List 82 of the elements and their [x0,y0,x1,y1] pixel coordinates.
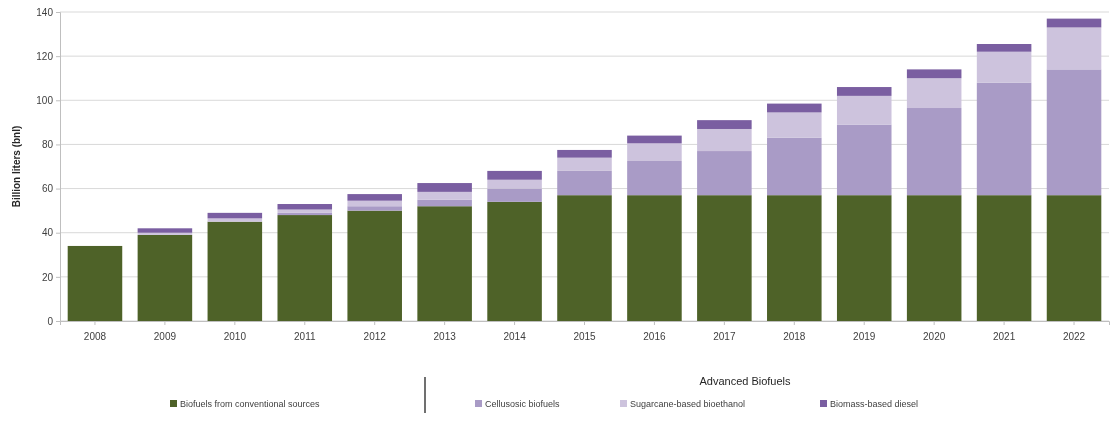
x-tick-label: 2020 [923,331,946,342]
bar [627,160,682,196]
y-tick-label: 40 [41,227,54,239]
bar [976,51,1032,83]
bar [277,215,333,321]
x-tick-label: 2021 [992,331,1016,342]
bar [1046,18,1102,28]
bar [627,143,682,161]
bar [487,170,542,180]
bar [347,206,402,211]
bar [487,179,542,189]
x-tick-label: 2009 [153,331,177,342]
bar [767,137,822,196]
x-tick-label: 2019 [853,331,876,342]
bar [906,108,962,196]
bar [1046,69,1102,196]
legend-label: Cellusosic biofuels [485,399,561,409]
x-tick-label: 2012 [363,331,387,342]
bar [347,200,402,207]
y-axis-title: Billion liters (bnl) [11,125,22,208]
legend-label: Sugarcane-based bioethanol [630,399,746,409]
y-tick-label: 20 [41,271,54,283]
bar [207,218,263,222]
bar [417,191,472,200]
bar [137,232,193,235]
legend-title: Advanced Biofuels [699,375,792,387]
bar [277,204,333,210]
bar [906,195,962,321]
y-tick-label: 80 [41,139,54,151]
bar [836,95,892,125]
bar [767,103,822,113]
bar [557,195,612,321]
bar [487,201,542,321]
bar [627,135,682,144]
bar [976,44,1032,52]
bar [557,170,612,196]
bar [347,210,402,321]
bar [137,234,193,321]
y-tick-label: 0 [47,315,54,327]
bar [67,245,123,321]
bar [836,87,892,96]
bar [906,69,962,79]
bar [697,195,752,321]
bar [906,78,962,109]
bar [417,183,472,192]
x-tick-label: 2011 [294,331,316,342]
bar [767,112,822,138]
bar [627,195,682,321]
bar [767,195,822,321]
y-tick-label: 120 [36,50,54,62]
legend-label: Biofuels from conventional sources [180,399,321,409]
bar [207,212,263,219]
x-tick-label: 2015 [573,331,597,342]
legend-label: Biomass-based diesel [830,399,919,409]
bar [207,221,263,321]
x-tick-label: 2016 [643,331,666,342]
bar [347,194,402,201]
bar [697,151,752,196]
bar [836,124,892,196]
y-tick-label: 140 [36,6,54,18]
bar [137,228,193,233]
bar [976,195,1032,321]
bar [417,206,472,321]
bar [1046,27,1102,70]
bar [557,157,612,171]
bar [417,199,472,207]
x-tick-label: 2013 [433,331,457,342]
bar [1046,195,1102,321]
x-tick-label: 2017 [713,331,736,342]
x-tick-label: 2014 [503,331,527,342]
bar [697,120,752,129]
bar [976,82,1032,196]
y-tick-label: 60 [41,183,54,195]
bar [487,188,542,202]
y-tick-label: 100 [36,94,54,106]
x-tick-label: 2008 [83,331,107,342]
bar [697,128,752,152]
x-tick-label: 2018 [783,331,806,342]
bar [836,195,892,321]
x-tick-label: 2010 [223,331,247,342]
x-tick-label: 2022 [1062,331,1086,342]
bar [557,149,612,158]
